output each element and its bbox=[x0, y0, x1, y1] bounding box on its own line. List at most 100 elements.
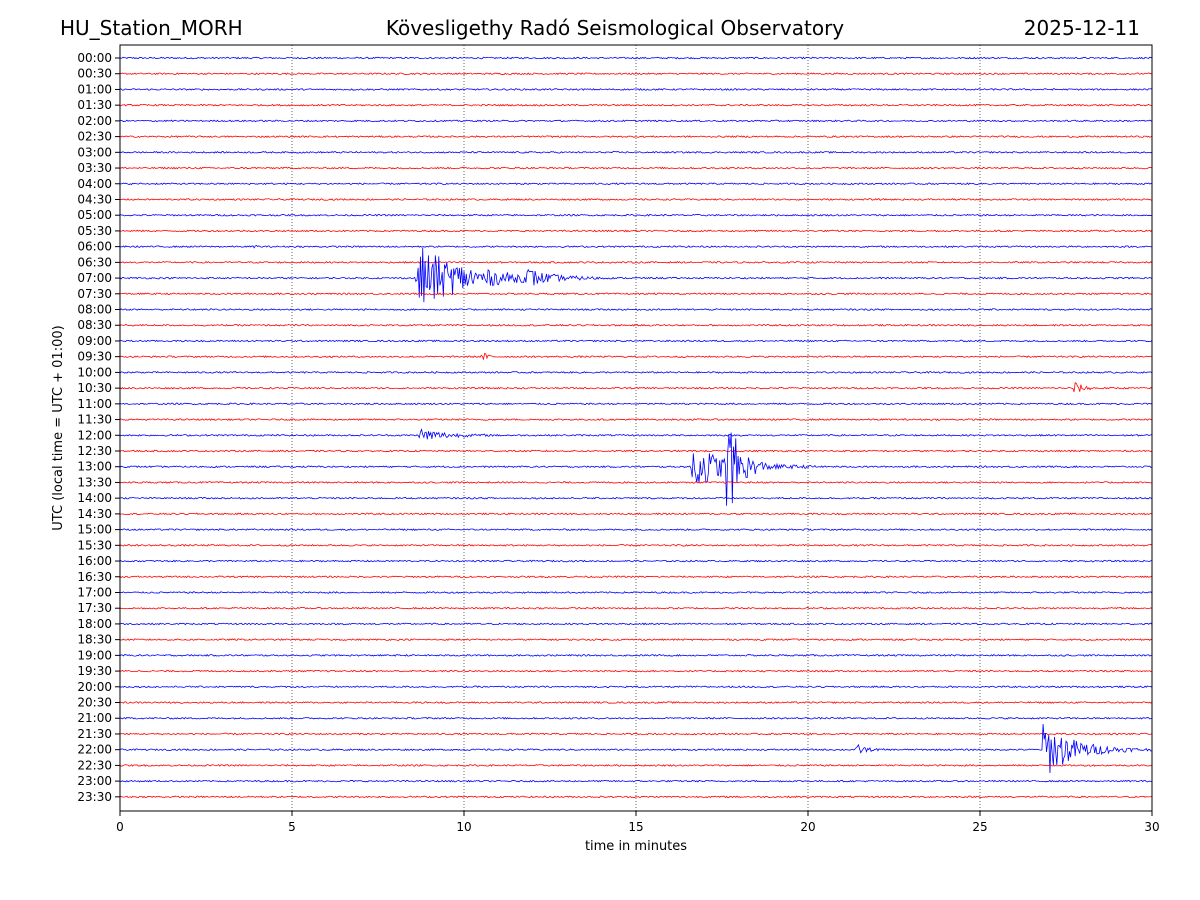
trace-1900 bbox=[119, 653, 1153, 657]
y-tick-label: 17:00 bbox=[77, 585, 112, 599]
trace-0500 bbox=[119, 213, 1153, 217]
y-tick-label: 07:00 bbox=[77, 271, 112, 285]
y-tick-label: 00:30 bbox=[77, 67, 112, 81]
y-tick-label: 05:00 bbox=[77, 208, 112, 222]
trace-2330 bbox=[119, 795, 1153, 799]
x-tick-label: 0 bbox=[116, 820, 124, 834]
y-tick-label: 01:00 bbox=[77, 82, 112, 96]
x-tick-label: 10 bbox=[456, 820, 471, 834]
y-tick-label: 00:00 bbox=[77, 51, 112, 65]
y-tick-label: 23:00 bbox=[77, 774, 112, 788]
x-tick-label: 15 bbox=[628, 820, 643, 834]
trace-1430 bbox=[119, 512, 1153, 516]
y-tick-label: 23:30 bbox=[77, 790, 112, 804]
trace-0730 bbox=[119, 292, 1153, 296]
trace-0300 bbox=[119, 150, 1153, 154]
trace-1630 bbox=[119, 575, 1153, 579]
trace-0000 bbox=[119, 56, 1153, 60]
trace-1300 bbox=[119, 432, 1153, 506]
trace-0330 bbox=[119, 166, 1153, 170]
y-tick-label: 06:00 bbox=[77, 240, 112, 254]
trace-1230 bbox=[119, 449, 1153, 453]
y-tick-label: 07:30 bbox=[77, 287, 112, 301]
y-tick-label: 17:30 bbox=[77, 601, 112, 615]
y-tick-label: 04:00 bbox=[77, 177, 112, 191]
trace-group bbox=[119, 56, 1153, 799]
y-tick-label: 22:00 bbox=[77, 743, 112, 757]
y-tick-label: 13:30 bbox=[77, 475, 112, 489]
y-tick-label: 16:30 bbox=[77, 570, 112, 584]
trace-2200 bbox=[119, 723, 1153, 773]
y-tick-label: 08:30 bbox=[77, 318, 112, 332]
y-tick-label: 12:00 bbox=[77, 428, 112, 442]
y-tick-label: 15:30 bbox=[77, 538, 112, 552]
y-tick-label: 09:00 bbox=[77, 334, 112, 348]
y-tick-label: 14:00 bbox=[77, 491, 112, 505]
trace-1930 bbox=[119, 669, 1153, 673]
trace-1030 bbox=[119, 381, 1153, 392]
trace-0400 bbox=[119, 182, 1153, 186]
x-axis-label: time in minutes bbox=[585, 839, 687, 854]
trace-1800 bbox=[119, 622, 1153, 626]
y-axis-label: UTC (local time = UTC + 01:00) bbox=[51, 325, 66, 530]
y-tick-label: 03:00 bbox=[77, 145, 112, 159]
y-tick-label: 02:00 bbox=[77, 114, 112, 128]
trace-0900 bbox=[119, 339, 1153, 343]
trace-2100 bbox=[119, 716, 1153, 720]
trace-1000 bbox=[119, 370, 1153, 374]
trace-2300 bbox=[119, 779, 1153, 783]
trace-1730 bbox=[119, 606, 1153, 610]
trace-0700 bbox=[119, 247, 1153, 303]
trace-0630 bbox=[119, 260, 1153, 264]
y-tick-label: 21:30 bbox=[77, 727, 112, 741]
trace-1700 bbox=[119, 591, 1153, 594]
y-tick-label: 11:00 bbox=[77, 397, 112, 411]
y-tick-label: 06:30 bbox=[77, 255, 112, 269]
trace-1500 bbox=[119, 528, 1153, 531]
y-tick-label: 18:00 bbox=[77, 617, 112, 631]
x-tick-label: 30 bbox=[1144, 820, 1159, 834]
y-tick-label: 08:00 bbox=[77, 303, 112, 317]
x-tick-labels: 0 5 10 15 20 25 30 bbox=[116, 811, 1160, 834]
trace-2000 bbox=[119, 685, 1153, 689]
y-tick-label: 11:30 bbox=[77, 413, 112, 427]
trace-1330 bbox=[119, 481, 1153, 484]
trace-2030 bbox=[119, 701, 1153, 704]
trace-1530 bbox=[119, 543, 1153, 547]
y-tick-label: 09:30 bbox=[77, 350, 112, 364]
trace-1200 bbox=[119, 428, 1153, 440]
trace-2130 bbox=[119, 732, 1153, 736]
y-tick-label: 04:30 bbox=[77, 192, 112, 206]
trace-0930 bbox=[119, 352, 1153, 361]
x-tick-label: 25 bbox=[972, 820, 987, 834]
trace-1830 bbox=[119, 638, 1153, 642]
vertical-gridlines bbox=[291, 45, 981, 811]
trace-0600 bbox=[119, 245, 1153, 249]
y-tick-label: 15:00 bbox=[77, 523, 112, 537]
chart-title: Kövesligethy Radó Seismological Observat… bbox=[386, 16, 844, 40]
x-tick-label: 20 bbox=[800, 820, 815, 834]
y-tick-label: 14:30 bbox=[77, 507, 112, 521]
y-tick-label: 03:30 bbox=[77, 161, 112, 175]
y-tick-label: 16:00 bbox=[77, 554, 112, 568]
plot-frame bbox=[119, 44, 1153, 812]
y-tick-label: 02:30 bbox=[77, 130, 112, 144]
trace-1600 bbox=[119, 559, 1153, 563]
trace-0130 bbox=[119, 103, 1153, 107]
y-tick-label: 01:30 bbox=[77, 98, 112, 112]
trace-0530 bbox=[119, 229, 1153, 233]
y-tick-label: 13:00 bbox=[77, 460, 112, 474]
y-tick-label: 05:30 bbox=[77, 224, 112, 238]
y-tick-label: 21:00 bbox=[77, 711, 112, 725]
station-name: HU_Station_MORH bbox=[60, 16, 243, 40]
trace-2230 bbox=[119, 764, 1153, 767]
trace-0230 bbox=[119, 135, 1153, 139]
y-tick-label: 20:00 bbox=[77, 680, 112, 694]
trace-0430 bbox=[119, 198, 1153, 201]
y-tick-label: 19:30 bbox=[77, 664, 112, 678]
y-tick-label: 20:30 bbox=[77, 696, 112, 710]
trace-1400 bbox=[119, 496, 1153, 500]
trace-0830 bbox=[119, 323, 1153, 327]
